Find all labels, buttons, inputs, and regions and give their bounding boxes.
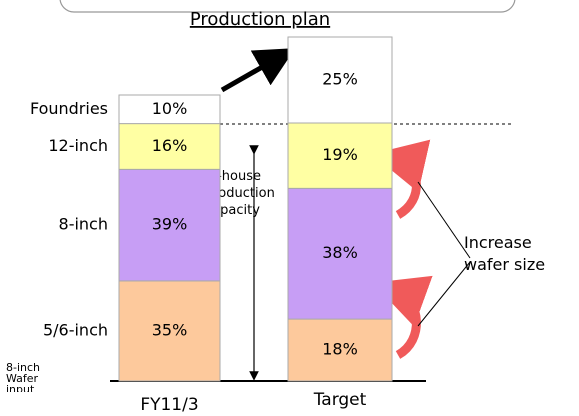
value-label: 25% [322,70,358,89]
series-label: 12-inch [48,136,108,155]
bar-segment [118,94,221,125]
value-label: 16% [152,136,188,155]
value-label: 18% [322,340,358,359]
series-label: Foundries [30,99,108,118]
red-arrow [372,275,433,359]
chart-title: Production plan [190,9,330,30]
baseline-label: 8-inch Wafer input [6,362,41,392]
bar-segment [118,280,221,382]
bar-segment [287,36,393,124]
increase-box: Increase wafer size [464,233,546,274]
bar-segment [287,187,393,320]
header-box [59,0,516,13]
x-tick-label: Target [313,390,367,410]
value-label: 10% [152,99,188,118]
growth-arrow [220,48,296,93]
bar-segment [118,123,221,170]
increase-label: Increase wafer size [464,233,546,274]
red-arrow [371,139,431,219]
x-tick-label: FY11/3 [140,395,198,415]
pointer-line [417,261,471,327]
series-label: 8-inch [59,215,108,234]
baseline-box: 8-inch Wafer input [6,362,41,392]
value-label: 38% [322,243,358,262]
series-label: 5/6-inch [43,320,108,339]
bar-segment [118,168,221,282]
value-label: 35% [152,320,188,339]
value-label: 19% [322,145,358,164]
value-label: 39% [152,215,188,234]
pointer-line [417,181,471,259]
bar-segment [287,318,393,382]
